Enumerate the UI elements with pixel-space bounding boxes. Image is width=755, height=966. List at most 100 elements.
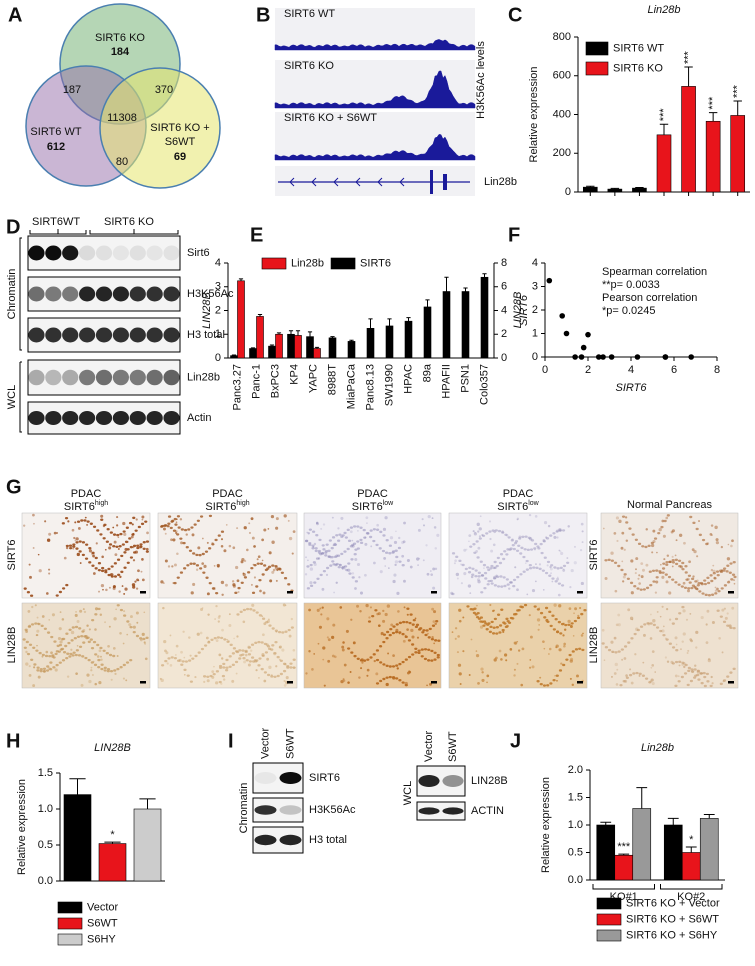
cell-nucleus — [682, 609, 686, 613]
cell-nucleus — [420, 655, 424, 658]
legend-label: SIRT6 — [360, 257, 391, 269]
cell-nucleus — [668, 591, 672, 595]
cell-nucleus — [421, 518, 424, 521]
cell-nucleus — [195, 564, 200, 567]
cell-nucleus — [546, 564, 549, 567]
cell-nucleus — [552, 532, 556, 535]
cell-nucleus — [706, 680, 710, 683]
cell-nucleus — [563, 644, 566, 648]
cell-nucleus — [706, 609, 710, 613]
cell-nucleus — [516, 662, 519, 665]
cell-nucleus — [519, 552, 523, 555]
cell-nucleus — [29, 575, 32, 579]
cell-nucleus — [723, 567, 727, 570]
cell-nucleus — [286, 664, 290, 668]
expression-level: low — [528, 500, 539, 507]
cell-nucleus — [641, 674, 645, 677]
cell-nucleus — [641, 545, 645, 548]
cell-nucleus — [501, 628, 505, 632]
cell-nucleus — [545, 618, 549, 622]
cell-nucleus — [180, 528, 184, 531]
cell-nucleus — [160, 678, 164, 683]
y-tick-label: 3 — [532, 280, 538, 292]
cell-nucleus — [234, 650, 239, 653]
cell-nucleus — [75, 547, 79, 550]
cell-nucleus — [276, 655, 280, 659]
cell-nucleus — [177, 659, 181, 662]
scale-bar — [577, 681, 583, 684]
cell-nucleus — [563, 628, 567, 631]
cell-nucleus — [427, 632, 429, 635]
cell-nucleus — [580, 522, 584, 526]
cell-nucleus — [712, 569, 716, 573]
column-header: SIRT6low — [497, 500, 539, 513]
cell-nucleus — [288, 634, 292, 638]
panel-letter: J — [510, 730, 521, 752]
cell-nucleus — [614, 589, 618, 593]
cell-nucleus — [30, 623, 35, 626]
cell-nucleus — [258, 578, 262, 582]
cell-nucleus — [468, 566, 472, 569]
cell-nucleus — [388, 567, 390, 569]
cell-nucleus — [36, 634, 39, 637]
cell-nucleus — [431, 624, 436, 627]
cell-nucleus — [55, 663, 59, 667]
cell-nucleus — [468, 540, 470, 543]
cell-nucleus — [502, 621, 506, 624]
cell-nucleus — [378, 547, 382, 550]
blot-band — [95, 245, 113, 261]
cell-nucleus — [725, 570, 729, 573]
cell-nucleus — [36, 616, 39, 619]
cell-nucleus — [620, 568, 624, 572]
blot-row-label: ACTIN — [471, 805, 504, 817]
cell-nucleus — [666, 514, 670, 517]
blot-band — [62, 245, 79, 261]
cell-nucleus — [656, 551, 658, 554]
cell-nucleus — [662, 625, 665, 628]
cell-nucleus — [180, 663, 184, 666]
blot-row-label: H3K56Ac — [309, 804, 356, 816]
cell-nucleus — [325, 573, 329, 576]
cell-nucleus — [316, 522, 318, 524]
cell-nucleus — [114, 672, 117, 676]
blot-band — [146, 286, 163, 302]
cell-nucleus — [110, 678, 113, 681]
cell-nucleus — [96, 529, 100, 532]
cell-nucleus — [687, 666, 691, 670]
axis-label: SIRT6 — [518, 294, 530, 326]
y-tick-label: 1.5 — [568, 791, 583, 803]
cell-nucleus — [388, 665, 392, 668]
cell-nucleus — [401, 660, 405, 664]
cell-nucleus — [629, 581, 634, 585]
cell-nucleus — [388, 544, 392, 547]
cell-nucleus — [175, 521, 178, 524]
cell-nucleus — [664, 573, 668, 576]
cell-nucleus — [703, 579, 707, 582]
cell-nucleus — [44, 520, 47, 523]
cell-nucleus — [166, 662, 169, 665]
cell-nucleus — [263, 622, 267, 626]
cell-nucleus — [26, 652, 31, 656]
cell-nucleus — [121, 585, 124, 587]
cell-nucleus — [176, 552, 179, 556]
cell-nucleus — [720, 569, 724, 572]
cell-nucleus — [635, 627, 639, 631]
cell-nucleus — [384, 565, 387, 567]
cell-nucleus — [372, 653, 376, 656]
cell-nucleus — [693, 668, 697, 671]
cell-nucleus — [79, 609, 83, 613]
cell-nucleus — [308, 650, 311, 653]
cell-nucleus — [651, 569, 656, 572]
cell-nucleus — [557, 582, 561, 585]
cell-nucleus — [291, 552, 294, 555]
cell-nucleus — [639, 588, 643, 591]
cell-nucleus — [332, 623, 336, 627]
cell-nucleus — [72, 547, 75, 550]
cell-nucleus — [277, 630, 282, 634]
cell-nucleus — [75, 541, 79, 544]
cell-nucleus — [516, 640, 519, 643]
cell-nucleus — [684, 663, 688, 667]
gene-arrow — [333, 177, 339, 187]
cell-nucleus — [281, 648, 285, 652]
cell-nucleus — [283, 514, 287, 518]
